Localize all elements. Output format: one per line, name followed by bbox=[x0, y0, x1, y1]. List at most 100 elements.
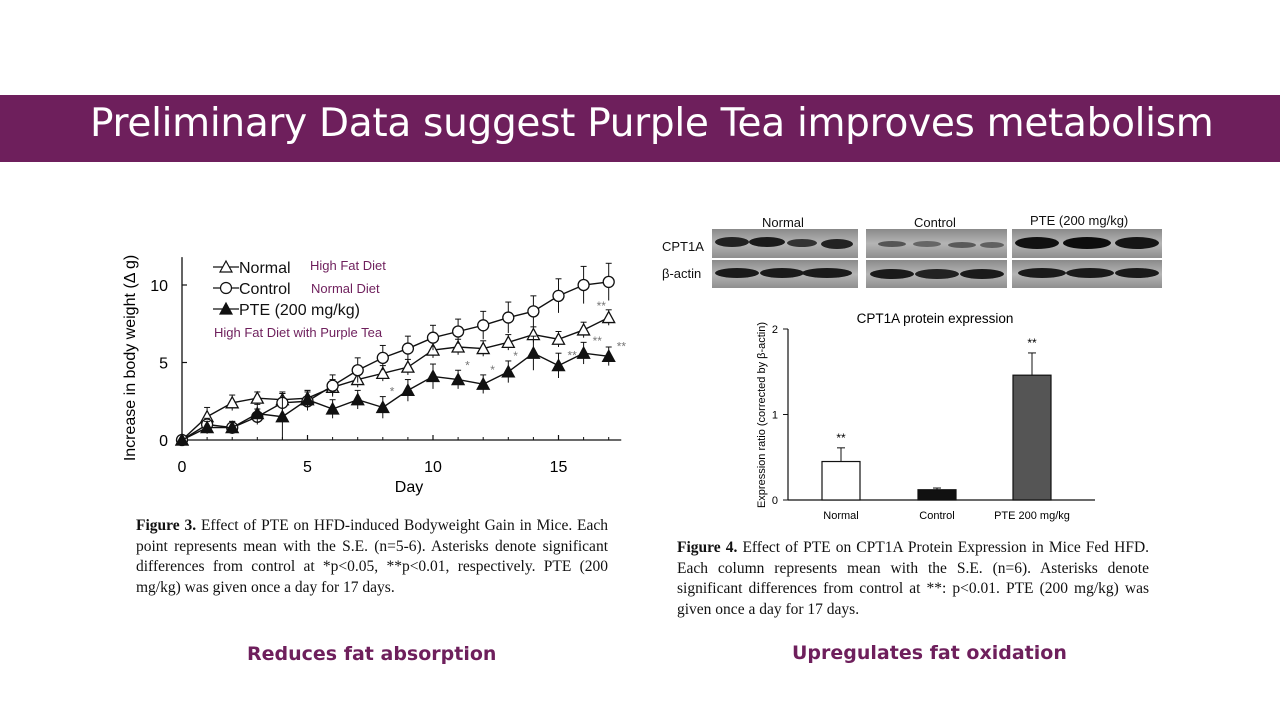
data-point bbox=[325, 401, 340, 415]
data-point bbox=[602, 275, 615, 289]
y-tick-label: 0 bbox=[159, 433, 168, 450]
data-point bbox=[552, 289, 565, 302]
data-point bbox=[601, 348, 616, 362]
x-tick-label: 0 bbox=[178, 459, 187, 476]
data-point bbox=[502, 311, 515, 324]
data-point bbox=[250, 406, 265, 420]
line-chart-xlabel: Day bbox=[395, 479, 423, 496]
annotation-high-fat-diet: High Fat Diet bbox=[310, 258, 386, 273]
blot-group-normal: Normal bbox=[762, 215, 804, 230]
data-point bbox=[476, 376, 491, 390]
legend-normal: Normal bbox=[213, 259, 291, 278]
blot-row-beta-actin: β-actin bbox=[662, 266, 702, 281]
data-point bbox=[225, 420, 240, 434]
data-point bbox=[577, 278, 590, 292]
bar-chart-title: CPT1A protein expression bbox=[857, 311, 1014, 326]
western-blot-image bbox=[712, 229, 1162, 288]
cpt1a-bar-chart: CPT1A protein expression 0 1 2 ** Normal Con… bbox=[756, 311, 1095, 522]
annotation-high-fat-diet-purple-tea: High Fat Diet with Purple Tea bbox=[214, 325, 383, 340]
data-point bbox=[527, 305, 540, 318]
bar-category-label: PTE 200 mg/kg bbox=[994, 510, 1070, 522]
slide-title: Preliminary Data suggest Purple Tea impr… bbox=[90, 101, 1214, 146]
data-point bbox=[601, 310, 616, 324]
line-chart-ylabel: Increase in body weight (Δ g) bbox=[122, 255, 139, 461]
data-point bbox=[451, 325, 465, 338]
data-point bbox=[476, 341, 491, 355]
significance-mark: * bbox=[513, 349, 518, 363]
left-subtitle: Reduces fat absorption bbox=[247, 643, 497, 665]
legend-control: Control bbox=[213, 280, 291, 299]
data-point bbox=[451, 339, 466, 353]
bar-normal bbox=[821, 460, 861, 501]
figure4-caption-text: Effect of PTE on CPT1A Protein Expressio… bbox=[677, 539, 1150, 618]
bar-y-tick-label: 0 bbox=[772, 495, 778, 507]
figure4-caption: Figure 4. Effect of PTE on CPT1A Protein… bbox=[677, 538, 1149, 620]
data-point bbox=[400, 359, 415, 373]
data-point bbox=[350, 392, 365, 406]
figure3-caption-text: Effect of PTE on HFD-induced Bodyweight … bbox=[136, 517, 609, 596]
data-point bbox=[501, 334, 516, 348]
figure4-caption-label: Figure 4. bbox=[677, 539, 738, 556]
data-point bbox=[300, 392, 315, 406]
significance-mark: * bbox=[490, 363, 495, 377]
y-tick-label: 10 bbox=[150, 278, 168, 295]
data-point bbox=[551, 358, 566, 372]
bar-y-tick-label: 1 bbox=[772, 410, 778, 422]
data-point bbox=[326, 379, 339, 392]
significance-mark: ** bbox=[597, 299, 607, 313]
legend-pte-label: PTE (200 mg/kg) bbox=[239, 302, 360, 319]
data-point bbox=[225, 395, 240, 409]
data-point bbox=[477, 319, 490, 332]
bar-y-tick-label: 2 bbox=[772, 324, 778, 336]
bar-chart-ylabel: Expression ratio (corrected by β-actin) bbox=[756, 322, 768, 508]
legend-pte: PTE (200 mg/kg) bbox=[213, 301, 360, 320]
data-point bbox=[200, 420, 215, 434]
data-point bbox=[451, 372, 466, 386]
x-tick-label: 10 bbox=[424, 459, 442, 476]
bar-control bbox=[917, 489, 957, 501]
significance-mark: ** bbox=[568, 349, 578, 363]
legend-control-label: Control bbox=[239, 281, 291, 298]
data-point bbox=[551, 331, 566, 345]
data-point bbox=[425, 369, 441, 383]
filled-triangle-icon bbox=[213, 301, 239, 315]
bar-category-label: Normal bbox=[823, 510, 858, 522]
data-point bbox=[174, 432, 190, 446]
data-point bbox=[351, 364, 364, 377]
data-point bbox=[376, 351, 389, 364]
data-point bbox=[375, 400, 390, 414]
figure3-caption: Figure 3. Effect of PTE on HFD-induced B… bbox=[136, 516, 608, 598]
data-point bbox=[426, 331, 440, 344]
series-line-2 bbox=[181, 352, 609, 441]
data-point bbox=[526, 345, 541, 359]
open-triangle-icon bbox=[213, 259, 239, 273]
significance-mark: * bbox=[465, 359, 470, 373]
data-point bbox=[576, 345, 591, 359]
x-tick-label: 5 bbox=[303, 459, 312, 476]
title-bar: Preliminary Data suggest Purple Tea impr… bbox=[0, 95, 1280, 162]
x-tick-label: 15 bbox=[550, 459, 568, 476]
right-subtitle: Upregulates fat oxidation bbox=[792, 642, 1067, 664]
data-point bbox=[375, 365, 390, 380]
bar-pte bbox=[1012, 374, 1052, 501]
data-point bbox=[576, 322, 591, 336]
significance-mark: * bbox=[390, 384, 395, 398]
bar-category-label: Control bbox=[919, 510, 954, 522]
blot-row-cpt1a: CPT1A bbox=[662, 239, 704, 254]
blot-group-pte: PTE (200 mg/kg) bbox=[1030, 213, 1129, 228]
data-point bbox=[250, 390, 265, 404]
significance-mark: ** bbox=[593, 334, 603, 348]
data-point bbox=[275, 409, 290, 423]
data-point bbox=[400, 383, 415, 397]
y-tick-label: 5 bbox=[159, 356, 168, 373]
bar-significance: ** bbox=[836, 431, 846, 445]
significance-mark: ** bbox=[617, 339, 627, 353]
blot-group-control: Control bbox=[914, 215, 956, 230]
data-point bbox=[501, 364, 516, 378]
figure3-caption-label: Figure 3. bbox=[136, 517, 197, 534]
legend-normal-label: Normal bbox=[239, 260, 291, 277]
bar-significance: ** bbox=[1027, 336, 1037, 350]
open-circle-icon bbox=[213, 281, 239, 295]
annotation-normal-diet: Normal Diet bbox=[311, 281, 380, 296]
